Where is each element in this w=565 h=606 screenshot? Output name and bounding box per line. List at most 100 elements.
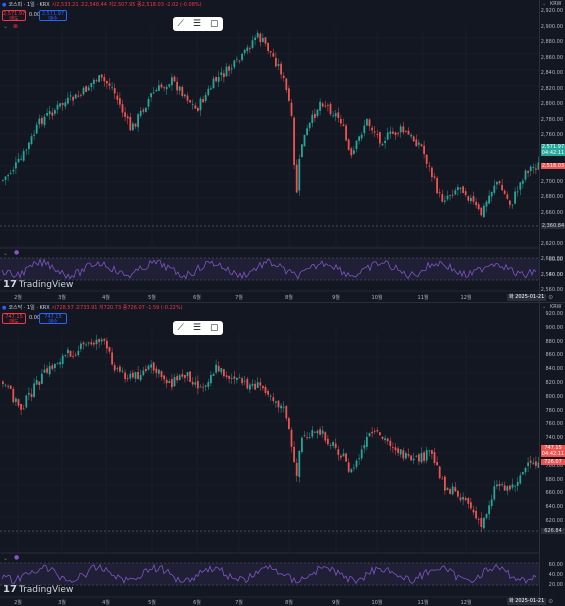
candle-body: [54, 110, 56, 114]
ohlc-values: 시2,533.21 고2,548.44 저2,507.95 종2,518.03 …: [51, 2, 202, 8]
y-tick-label: 2,920.00: [540, 8, 563, 14]
settings-gear-icon[interactable]: ⚙: [548, 294, 554, 301]
candle-body: [228, 375, 230, 379]
symbol-title[interactable]: 코스피 · 1일 · KRX: [8, 2, 50, 8]
candle-body: [303, 435, 306, 437]
candle-body: [446, 195, 449, 200]
trend-line-icon[interactable]: ⟋: [177, 19, 184, 29]
candle-body: [379, 432, 381, 436]
rectangle-icon[interactable]: ▢: [209, 323, 219, 333]
candle-body: [275, 57, 277, 67]
axis-menu-icon[interactable]: ⌄: [542, 304, 547, 310]
candle-body: [168, 84, 171, 87]
candle-body: [340, 119, 342, 124]
tradingview-logo[interactable]: 17 TradingView: [3, 584, 73, 595]
symbol-title[interactable]: 코스닥 · 1일 · KRX: [8, 305, 50, 311]
candle-body: [171, 379, 173, 388]
settings-gear-icon[interactable]: ⚙: [548, 598, 554, 605]
candle-body: [113, 365, 116, 371]
pane-separator[interactable]: [0, 302, 565, 303]
rectangle-icon[interactable]: ▢: [209, 19, 219, 29]
candle-body: [2, 381, 4, 384]
candle-body: [28, 142, 30, 150]
candle-body: [267, 391, 269, 395]
candle-body: [472, 196, 475, 202]
candle-body: [93, 79, 95, 84]
legend-symbol-dot-icon: ●: [2, 1, 7, 8]
candle-body: [366, 436, 368, 447]
sell-button[interactable]: 2,571.97 매도: [2, 10, 26, 22]
buy-button[interactable]: 2,571.97 매수: [39, 10, 67, 22]
fib-icon[interactable]: ☰: [192, 323, 201, 333]
last-price: 747.15: [544, 445, 562, 451]
candle-body: [46, 368, 48, 373]
y-tick-label: 2,860.00: [540, 54, 563, 61]
collapse-chevron-icon[interactable]: ⌄: [3, 23, 9, 30]
rsi-indicator-icon[interactable]: ●: [14, 554, 20, 561]
candle-body: [381, 143, 384, 146]
candle-body: [306, 128, 308, 136]
candle-body: [425, 450, 428, 461]
candle-body: [418, 142, 420, 145]
x-tick-label: 6월: [193, 295, 201, 301]
candle-body: [22, 408, 25, 410]
candle-body: [516, 191, 519, 193]
candle-body: [451, 194, 454, 196]
x-tick-label: 3월: [58, 600, 66, 606]
candle-body: [368, 433, 371, 437]
last-price-tag: 747.15 04:42:11: [541, 445, 565, 457]
candle-body: [121, 104, 124, 113]
candle-body: [51, 365, 54, 369]
candle-body: [38, 381, 41, 386]
candle-body: [397, 448, 399, 453]
alert-icon[interactable]: ⊗: [13, 23, 19, 30]
candle-body: [472, 509, 475, 513]
currency-label[interactable]: KRW: [550, 1, 562, 7]
rsi-indicator-icon[interactable]: ●: [14, 249, 20, 256]
spread-value: 0.00: [29, 315, 41, 321]
tradingview-logo[interactable]: 17 TradingView: [3, 279, 73, 290]
fib-icon[interactable]: ☰: [192, 19, 201, 29]
candle-body: [223, 73, 225, 78]
candle-body: [475, 510, 477, 519]
kospi-chart-pane[interactable]: ● 코스피 · 1일 · KRX 시2,533.21 고2,548.44 저2,…: [0, 0, 565, 433]
rsi-collapse-icon[interactable]: ⌄: [3, 250, 9, 257]
candle-body: [246, 378, 249, 389]
y-tick-label: 2,660.00: [540, 209, 563, 216]
rsi-panel[interactable]: ⌄ ●: [0, 553, 540, 593]
candle-body: [249, 48, 251, 49]
candle-body: [160, 84, 163, 88]
y-tick-label: 2,580.00: [540, 271, 563, 278]
y-tick-label: 680.00: [545, 476, 564, 483]
candle-body: [501, 484, 503, 486]
rsi-collapse-icon[interactable]: ⌄: [3, 555, 9, 562]
candle-body: [230, 68, 233, 70]
kosdaq-chart-pane[interactable]: ● 코스닥 · 1일 · KRX 시728.57 고733.91 저720.73…: [0, 303, 565, 606]
candle-body: [350, 148, 353, 156]
candle-body: [67, 349, 69, 354]
candle-body: [277, 64, 280, 66]
x-tick-label: 9월: [332, 600, 340, 606]
candle-body: [267, 42, 269, 51]
candle-body: [74, 94, 77, 99]
candle-body: [108, 83, 111, 86]
rsi-line: [1, 258, 537, 280]
trend-line-icon[interactable]: ⟋: [177, 323, 184, 333]
candle-body: [532, 166, 535, 168]
sell-price: 747.15: [5, 314, 23, 320]
candle-body: [467, 196, 470, 201]
candle-body: [368, 119, 371, 127]
candle-body: [59, 362, 61, 365]
rsi-line: [1, 563, 537, 585]
kosdaq-chart-canvas[interactable]: [0, 303, 565, 605]
candle-body: [509, 200, 511, 205]
sell-button[interactable]: 747.15 매도: [2, 313, 26, 325]
candle-body: [373, 431, 376, 433]
y-tick-label: 2,760.00: [540, 132, 563, 138]
rsi-panel[interactable]: ⌄ ●: [0, 248, 540, 288]
currency-label[interactable]: KRW: [550, 304, 562, 310]
axis-menu-icon[interactable]: ⌄: [542, 1, 547, 7]
kospi-chart-canvas[interactable]: [0, 0, 565, 302]
candle-body: [446, 487, 449, 491]
buy-button[interactable]: 747.15 매수: [39, 313, 67, 325]
